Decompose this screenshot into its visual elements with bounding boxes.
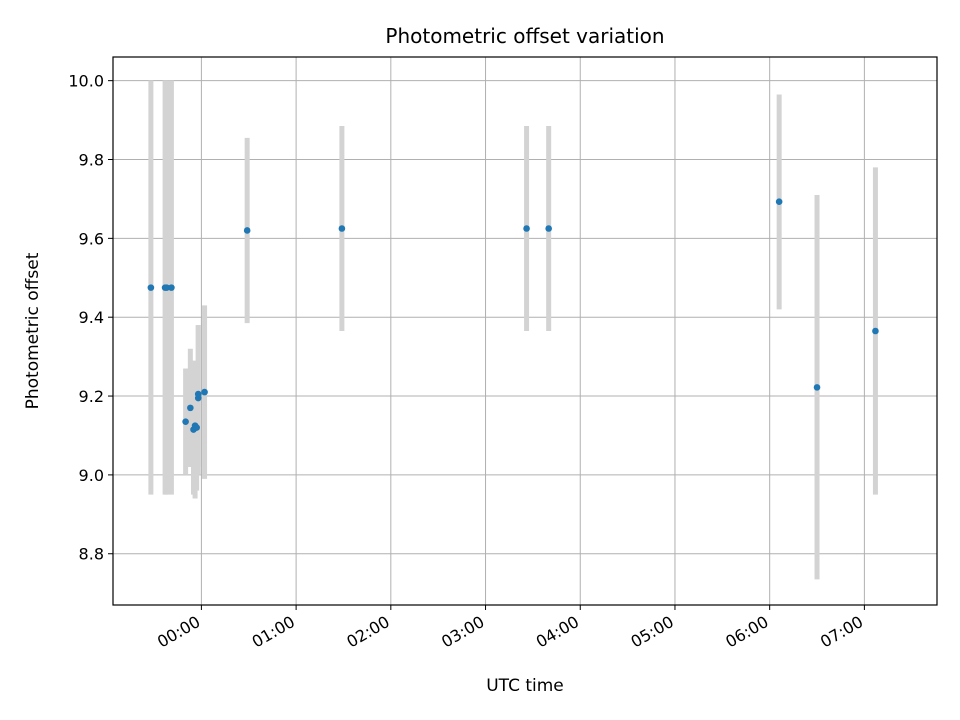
data-point: [147, 284, 155, 291]
data-point: [523, 225, 530, 232]
data-point: [545, 225, 552, 232]
y-tick-label: 10.0: [68, 72, 104, 91]
data-point: [201, 388, 208, 396]
y-tick-label: 9.2: [79, 387, 104, 406]
y-tick-label: 9.4: [79, 308, 104, 327]
data-point: [163, 284, 170, 291]
data-points: [147, 198, 879, 433]
data-point: [168, 284, 175, 291]
data-point: [338, 225, 346, 232]
x-axis-label: UTC time: [486, 676, 564, 696]
y-tick-label: 9.8: [79, 151, 104, 170]
data-point: [243, 227, 251, 234]
y-tick-label: 9.0: [79, 466, 104, 485]
y-tick-label: 8.8: [79, 545, 104, 564]
data-point: [194, 390, 202, 398]
data-point: [813, 384, 821, 391]
y-axis-label: Photometric offset: [23, 252, 43, 409]
data-point: [182, 418, 189, 425]
y-tick-label: 9.6: [79, 229, 104, 248]
chart-title: Photometric offset variation: [385, 24, 664, 48]
plot-frame: [112, 56, 938, 606]
data-point: [193, 424, 200, 431]
data-point: [775, 198, 783, 205]
data-point: [187, 404, 194, 412]
data-point: [872, 327, 879, 335]
y-axis-ticks: 8.8 9.0 9.2 9.4 9.6 9.8 10.0: [68, 72, 113, 564]
